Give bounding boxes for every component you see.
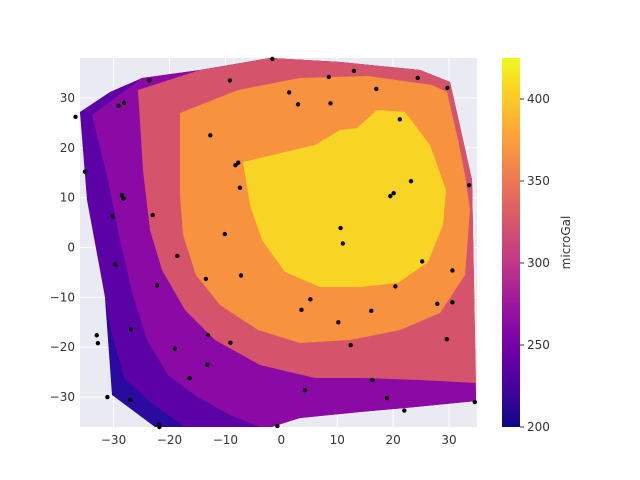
sample-point: [172, 346, 178, 351]
sample-point: [128, 327, 134, 332]
sample-point: [175, 253, 180, 259]
x-axis: −30 −20 −10 0 10 20 30: [101, 433, 457, 447]
sample-point: [205, 362, 210, 367]
sample-point: [238, 273, 244, 278]
sample-point: [415, 75, 420, 81]
sample-point: [369, 308, 374, 314]
x-tick-label: −20: [157, 433, 182, 447]
sample-point: [308, 297, 313, 302]
sample-point: [450, 268, 455, 273]
sample-point: [187, 375, 192, 381]
sample-point: [384, 395, 390, 401]
colorbar-tick-label: 350: [527, 174, 550, 188]
x-tick-label: 10: [330, 433, 345, 447]
x-tick-label: −10: [213, 433, 238, 447]
y-tick-label: 10: [60, 191, 75, 205]
sample-point: [420, 259, 425, 264]
x-tick-label: −30: [101, 433, 126, 447]
sample-point: [237, 185, 243, 190]
sample-point: [105, 394, 110, 400]
sample-point: [270, 56, 275, 62]
colorbar-tick-label: 300: [527, 256, 550, 270]
sample-point: [208, 133, 213, 138]
sample-points: [73, 56, 477, 430]
sample-point: [340, 241, 346, 246]
sample-point: [351, 68, 357, 74]
sample-point: [121, 100, 127, 106]
sample-point: [444, 337, 450, 342]
sample-point: [119, 192, 125, 198]
sample-point: [116, 103, 121, 109]
sample-point: [338, 225, 343, 231]
sample-point: [154, 283, 160, 288]
sample-point: [95, 341, 101, 346]
colorbar-label: microGal: [559, 216, 573, 270]
colorbar-tick-label: 400: [527, 92, 550, 106]
sample-point: [150, 212, 155, 218]
x-tick-label: 30: [441, 433, 456, 447]
contour-bands: [80, 58, 476, 427]
sample-point: [113, 262, 118, 267]
x-tick-label: 0: [277, 433, 285, 447]
sample-point: [370, 377, 375, 383]
sample-point: [275, 423, 280, 429]
sample-point: [147, 78, 152, 83]
sample-point: [374, 86, 379, 92]
y-tick-label: 30: [60, 91, 75, 105]
sample-point: [408, 178, 414, 184]
colorbar: 200 250 300 350 400 microGal: [502, 58, 573, 434]
sample-point: [328, 101, 333, 106]
sample-point: [128, 397, 133, 403]
sample-point: [391, 190, 396, 196]
sample-point: [302, 387, 307, 393]
sample-point: [203, 276, 209, 282]
sample-point: [445, 85, 450, 91]
colorbar-tick-label: 250: [527, 338, 550, 352]
sample-point: [466, 182, 472, 188]
sample-point: [295, 102, 301, 107]
sample-point: [222, 231, 228, 237]
sample-point: [157, 424, 162, 430]
sample-point: [299, 307, 304, 313]
sample-point: [388, 193, 393, 199]
sample-point: [435, 301, 440, 307]
y-tick-label: −30: [50, 390, 75, 404]
sample-point: [228, 340, 233, 345]
sample-point: [73, 114, 78, 120]
sample-point: [472, 399, 477, 405]
sample-point: [286, 90, 292, 95]
sample-point: [94, 333, 99, 338]
sample-point: [397, 117, 403, 122]
sample-point: [110, 213, 115, 219]
sample-point: [336, 320, 341, 325]
sample-point: [348, 343, 353, 348]
y-tick-label: 20: [60, 141, 75, 155]
y-tick-label: −20: [50, 340, 75, 354]
y-tick-label: 0: [67, 240, 75, 254]
colorbar-gradient: [502, 58, 520, 427]
sample-point: [82, 169, 88, 174]
sample-point: [326, 74, 332, 80]
sample-point: [402, 408, 407, 413]
sample-point: [450, 300, 455, 305]
y-axis: −30 −20 −10 0 10 20 30: [50, 91, 75, 404]
sample-point: [121, 196, 126, 201]
colorbar-ticks: 200 250 300 350 400: [520, 92, 550, 434]
colorbar-tick-label: 200: [527, 420, 550, 434]
sample-point: [227, 78, 233, 83]
sample-point: [236, 160, 241, 165]
sample-point: [205, 333, 211, 338]
band-400: [243, 110, 446, 287]
sample-point: [393, 284, 398, 289]
x-tick-label: 20: [385, 433, 400, 447]
y-tick-label: −10: [50, 290, 75, 304]
